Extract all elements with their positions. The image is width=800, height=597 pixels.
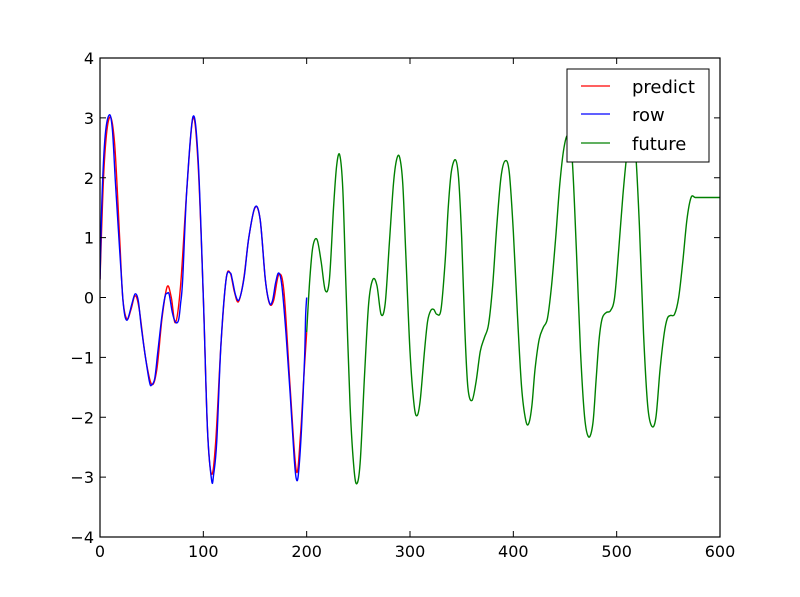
series-line-future (305, 134, 720, 485)
series-line-row (100, 114, 308, 484)
y-tick-label: 1 (84, 229, 94, 248)
legend-item-predict: predict (581, 77, 695, 98)
legend-label-future: future (632, 134, 686, 155)
legend-item-future: future (581, 134, 686, 155)
y-tick-label: 3 (84, 109, 94, 128)
series-layer (100, 114, 720, 485)
y-tick-label: −1 (70, 348, 94, 367)
x-tick-label: 400 (498, 542, 529, 561)
x-tick-label: 100 (188, 542, 219, 561)
legend-label-predict: predict (632, 77, 695, 98)
y-tick-label: 0 (84, 289, 94, 308)
legend-label-row: row (632, 105, 665, 126)
tick-labels: 0 100 200 300 400 500 600 −4 −3 −2 −1 0 1 2 3 4 (70, 49, 735, 561)
y-tick-label: 4 (84, 49, 94, 68)
y-tick-label: −4 (70, 528, 94, 547)
axes-frame (99, 57, 721, 538)
x-tick-label: 0 (95, 542, 105, 561)
y-tick-label: −3 (70, 468, 94, 487)
x-tick-label: 500 (601, 542, 632, 561)
y-tick-label: −2 (70, 408, 94, 427)
x-tick-label: 200 (291, 542, 322, 561)
legend-box (566, 68, 710, 163)
legend: predict row future (566, 68, 710, 163)
x-tick-label: 300 (395, 542, 426, 561)
x-tick-label: 600 (705, 542, 736, 561)
y-tick-label: 2 (84, 169, 94, 188)
legend-item-row: row (581, 105, 665, 126)
